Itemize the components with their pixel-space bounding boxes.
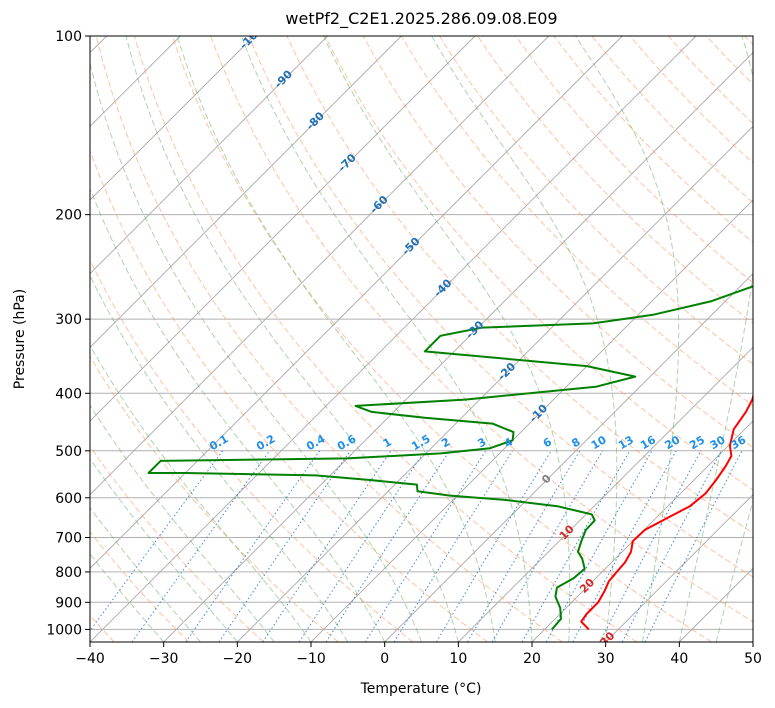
dewpoint-profile-line	[147, 285, 753, 631]
isotherm-line	[458, 346, 753, 642]
x-axis-label: Temperature (°C)	[360, 681, 482, 697]
dry-adiabat-line	[95, 36, 563, 642]
x-tick-label: 40	[670, 651, 688, 667]
dry-adiabat-line	[362, 36, 753, 449]
dry-adiabat-line	[90, 258, 414, 642]
x-tick-label: 0	[380, 651, 389, 667]
mixing-ratio-line	[435, 450, 552, 642]
mixing-ratio-line	[599, 450, 702, 642]
y-tick-label: 900	[55, 595, 82, 611]
isotherm-line	[384, 273, 753, 642]
x-tick-label: −30	[149, 651, 179, 667]
chart-title: wetPf2_C2E1.2025.286.09.08.E09	[285, 9, 558, 28]
moist-adiabat-line	[90, 274, 349, 642]
isotherm-line	[605, 494, 753, 642]
mixing-ratio-line	[521, 450, 631, 642]
mixing-ratio-line	[131, 450, 271, 642]
y-tick-label: 600	[55, 491, 82, 507]
isotherm-line	[90, 36, 476, 422]
moist-adiabat-line	[431, 36, 618, 642]
y-tick-label: 500	[55, 444, 82, 460]
isotherm-line	[90, 36, 255, 201]
mixing-ratio-line	[90, 450, 224, 632]
x-tick-label: −10	[296, 651, 326, 667]
moist-adiabat-line	[678, 36, 753, 642]
moist-adiabat-line	[90, 457, 238, 642]
x-tick-label: 50	[744, 651, 762, 667]
dry-adiabat-line	[400, 36, 753, 407]
temperature-profile-line	[580, 392, 753, 631]
moist-adiabat-line	[176, 36, 496, 642]
isotherm-line	[752, 641, 753, 642]
moist-adiabat-line	[90, 404, 275, 642]
mixing-ratio-line	[298, 450, 426, 642]
dry-adiabat-line	[133, 36, 638, 642]
mixing-ratio-line	[364, 450, 487, 642]
isotherm-line	[237, 125, 753, 642]
moist-adiabat-line	[90, 344, 312, 642]
y-tick-label: 1000	[46, 622, 82, 638]
moist-adiabat-line	[90, 187, 386, 642]
moist-adiabat-line	[575, 36, 680, 642]
plot-background	[90, 36, 753, 642]
dry-adiabat-line	[90, 355, 339, 642]
y-tick-label: 300	[55, 312, 82, 328]
y-tick-label: 400	[55, 386, 82, 402]
mixing-ratio-line	[325, 450, 451, 642]
x-tick-label: 30	[597, 651, 615, 667]
isotherm-line	[90, 36, 402, 348]
x-tick-label: 20	[523, 651, 541, 667]
mixing-ratio-line	[572, 450, 677, 642]
dry-adiabat-line	[515, 36, 753, 284]
moist-adiabat-line	[90, 553, 165, 642]
dry-adiabat-line	[90, 149, 488, 642]
moist-adiabat-line	[90, 506, 201, 642]
mixing-ratio-line	[218, 450, 351, 642]
y-tick-label: 700	[55, 531, 82, 547]
isotherm-line	[90, 36, 328, 275]
dry-adiabat-line	[286, 36, 753, 534]
dry-adiabat-line	[210, 36, 753, 623]
dry-adiabat-line	[248, 36, 753, 578]
moist-adiabat-line	[125, 36, 459, 642]
x-tick-label: 10	[449, 651, 467, 667]
moist-adiabat-line	[90, 61, 422, 642]
y-axis-label: Pressure (hPa)	[12, 289, 28, 389]
dry-adiabat-line	[90, 531, 190, 642]
isotherm-line	[90, 36, 623, 569]
plot-frame	[89, 35, 754, 643]
isotherm-line	[163, 52, 753, 642]
x-tick-label: −40	[75, 651, 105, 667]
mixing-ratio-line	[185, 450, 321, 642]
isotherm-line	[90, 36, 549, 496]
y-tick-label: 800	[55, 565, 82, 581]
mixing-ratio-line	[644, 450, 743, 642]
mixing-ratio-line	[545, 450, 653, 642]
x-tick-label: −20	[223, 651, 253, 667]
dry-adiabat-line	[438, 36, 753, 365]
moist-adiabat-line	[323, 36, 571, 642]
dry-adiabat-line	[90, 445, 264, 642]
moist-adiabat-line	[240, 36, 533, 642]
y-tick-label: 100	[55, 29, 82, 45]
y-tick-label: 200	[55, 208, 82, 224]
mixing-ratio-line	[262, 450, 392, 642]
